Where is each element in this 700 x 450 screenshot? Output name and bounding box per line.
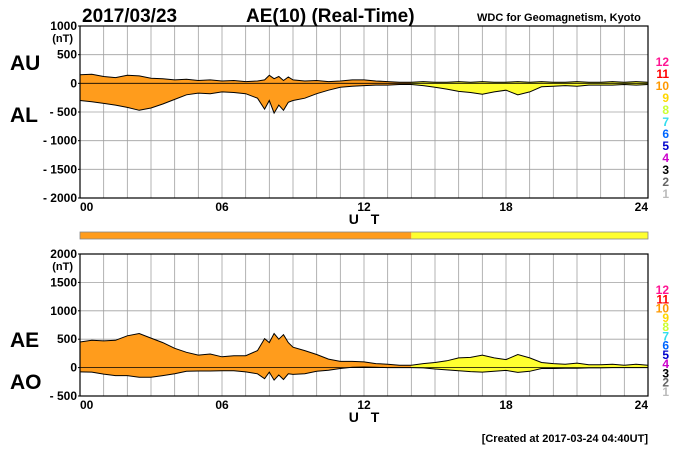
station-key-entry: 4 [662, 357, 669, 371]
y-tick-label: 1500 [50, 275, 77, 289]
y-tick-label: 0 [70, 361, 77, 375]
y-unit-label: (nT) [52, 261, 73, 273]
station-key-entry: 3 [662, 366, 669, 380]
x-tick-label: 00 [80, 398, 94, 412]
station-key-entry: 11 [656, 292, 669, 306]
y-tick-label: 500 [57, 48, 77, 62]
station-key-entry: 1 [662, 385, 669, 399]
station-key-entry: 4 [662, 151, 669, 165]
index-label-au: AU [10, 52, 40, 75]
source-label: WDC for Geomagnetism, Kyoto [477, 12, 641, 24]
x-tick-label: 00 [80, 200, 94, 214]
x-tick-label: 18 [499, 398, 513, 412]
realtime-status-bar [79, 231, 649, 240]
y-tick-label: 500 [57, 332, 77, 346]
index-label-ao: AO [10, 371, 42, 394]
station-key-entry: 1 [662, 187, 669, 201]
series-line-al [79, 83, 649, 115]
station-key-entry: 7 [662, 329, 669, 343]
station-key-entry: 11 [656, 67, 669, 81]
status-bar-frame [79, 231, 649, 240]
station-key-entry: 2 [662, 376, 669, 390]
x-tick-label: 06 [215, 398, 229, 412]
series-line-ao [79, 366, 648, 381]
station-key-entry: 10 [656, 79, 670, 93]
station-key-entry: 5 [662, 139, 669, 153]
y-tick-label: - 500 [50, 389, 78, 403]
y-tick-label: - 500 [50, 105, 78, 119]
y-unit-label: (nT) [52, 33, 73, 45]
status-bar-segment-orange [80, 232, 412, 239]
x-tick-label: 12 [357, 200, 371, 214]
station-key-entry: 8 [662, 103, 669, 117]
au-al-panel: 1000 500 0 - 500 - 1000 - 1500 - 2000 (nT) 00 06 1… [10, 19, 649, 227]
x-axis-label: U T [349, 211, 384, 227]
y-tick-label: - 2000 [43, 191, 77, 205]
created-timestamp: [Created at 2017-03-24 04:40UT] [482, 433, 649, 445]
station-key-entry: 10 [656, 302, 670, 316]
date-title: 2017/03/23 [82, 6, 177, 27]
station-key-entry: 7 [662, 115, 669, 129]
series-line-au [79, 73, 649, 83]
station-key-entry: 5 [662, 348, 669, 362]
station-key-entry: 9 [662, 311, 669, 325]
plot-frame [79, 253, 649, 397]
x-tick-label: 24 [635, 200, 649, 214]
station-key-entry: 12 [656, 283, 670, 297]
y-tick-label: - 1500 [43, 162, 77, 176]
station-key-entry: 12 [656, 55, 670, 69]
station-key-entry: 6 [662, 339, 669, 353]
series-line-ae [79, 332, 649, 366]
index-title: AE(10) (Real-Time) [246, 6, 415, 27]
y-tick-label: 2000 [50, 247, 77, 261]
station-key-entry: 2 [662, 175, 669, 189]
y-tick-label: 1000 [50, 304, 77, 318]
y-tick-label: - 1000 [43, 134, 77, 148]
station-key-entry: 3 [662, 163, 669, 177]
index-label-al: AL [10, 104, 38, 127]
x-tick-label: 24 [635, 398, 649, 412]
x-axis-label: U T [349, 409, 384, 425]
station-key-entry: 9 [662, 91, 669, 105]
station-key-entry: 8 [662, 320, 669, 334]
x-tick-label: 06 [215, 200, 229, 214]
y-tick-label: 1000 [50, 19, 77, 33]
x-tick-label: 18 [499, 200, 513, 214]
y-tick-label: 0 [70, 76, 77, 90]
station-key-entry: 6 [662, 127, 669, 141]
ae-ao-panel: 2000 1500 1000 500 0 - 500 (nT) 00 06 12 18 24 U T AE… [10, 247, 649, 425]
index-label-ae: AE [10, 329, 39, 352]
area-fill-orange [80, 333, 412, 381]
x-tick-label: 12 [357, 398, 371, 412]
status-bar-segment-yellow [411, 232, 648, 239]
